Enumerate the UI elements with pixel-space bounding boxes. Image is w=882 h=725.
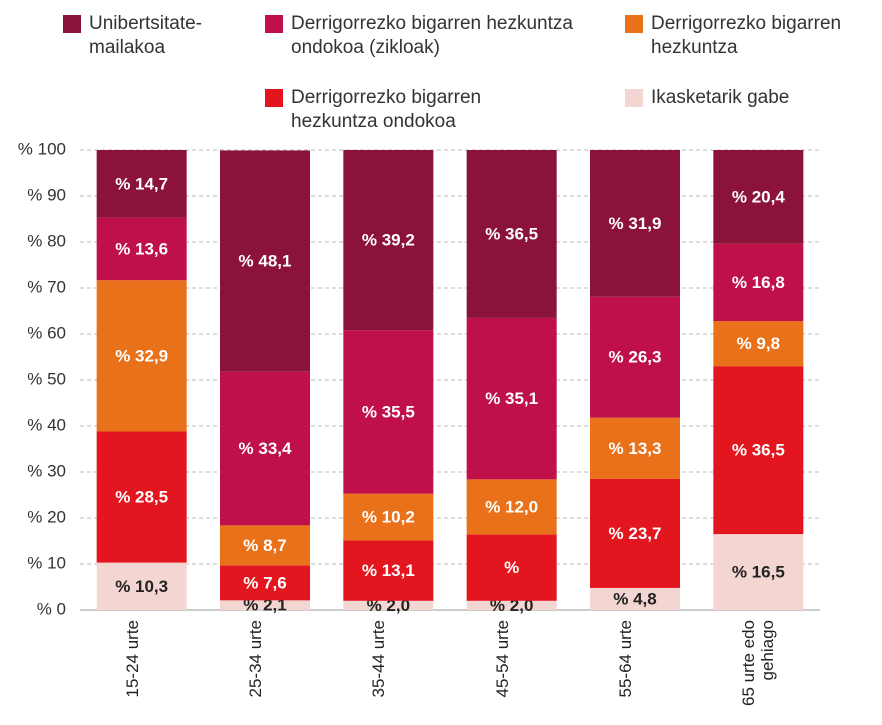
data-label: % 36,5	[732, 441, 785, 460]
y-tick-label: % 20	[27, 507, 66, 526]
data-label: %	[504, 558, 519, 577]
bar-segment	[466, 534, 557, 601]
legend-label: Derrigorrezko bigarren hezkuntza	[651, 13, 842, 58]
data-label: % 14,7	[115, 174, 168, 193]
legend-item: Derrigorrezko bigarren hezkuntza ondokoa	[265, 86, 545, 134]
data-label: % 32,9	[115, 346, 168, 365]
bar-segment	[466, 317, 557, 480]
data-label: % 39,2	[362, 231, 415, 250]
legend-swatch	[625, 89, 643, 107]
bar-segment	[220, 565, 310, 601]
bar-segment	[466, 600, 557, 610]
data-label: % 28,5	[115, 488, 168, 507]
bar-segment	[343, 330, 434, 494]
legend-swatch	[265, 89, 283, 107]
y-tick-label: % 10	[27, 553, 66, 572]
data-label: % 31,9	[609, 214, 662, 233]
legend-label: Unibertsitate-mailakoa	[89, 13, 202, 58]
y-tick-label: % 40	[27, 415, 66, 434]
bar-segment	[220, 150, 310, 372]
x-tick-label: 65 urte edo gehiago	[739, 620, 778, 707]
x-tick-label: 45-54 urte	[492, 620, 512, 698]
bar-segment	[220, 600, 310, 610]
bar-segment	[343, 493, 434, 541]
data-label: % 8,7	[243, 536, 286, 555]
data-label: % 48,1	[239, 252, 292, 271]
legend-label: Derrigorrezko bigarren hezkuntza ondokoa…	[291, 13, 573, 58]
data-label: % 35,1	[485, 389, 538, 408]
data-label: % 10,2	[362, 508, 415, 527]
bar-segment	[590, 587, 680, 610]
legend-item: Derrigorrezko bigarren hezkuntza	[625, 12, 875, 60]
data-label: % 16,5	[732, 563, 785, 582]
legend-item: Derrigorrezko bigarren hezkuntza ondokoa…	[265, 12, 585, 60]
bar-segment	[220, 525, 310, 566]
data-label: % 13,6	[115, 239, 168, 258]
bar-segment	[96, 217, 187, 281]
data-label: % 13,1	[362, 561, 415, 580]
y-tick-label: % 50	[27, 369, 66, 388]
y-tick-label: % 60	[27, 323, 66, 342]
y-tick-label: % 0	[37, 599, 66, 618]
y-tick-label: % 100	[18, 139, 66, 158]
data-label: % 7,6	[243, 573, 286, 592]
bar-segment	[713, 366, 804, 535]
bar-segment	[343, 540, 434, 601]
y-tick-label: % 30	[27, 461, 66, 480]
legend-swatch	[63, 15, 81, 33]
data-label: % 10,3	[115, 577, 168, 596]
bar-segment	[343, 600, 434, 610]
data-label: % 2,1	[243, 596, 286, 615]
legend-swatch	[265, 15, 283, 33]
legend-label: Derrigorrezko bigarren hezkuntza ondokoa	[291, 87, 482, 132]
data-label: % 4,8	[613, 589, 656, 608]
data-label: % 36,5	[485, 224, 538, 243]
y-tick-label: % 70	[27, 277, 66, 296]
bar-segment	[466, 479, 557, 535]
legend-swatch	[625, 15, 643, 33]
data-label: % 13,3	[609, 439, 662, 458]
bar-segment	[713, 243, 804, 322]
legend-item: Ikasketarik gabe	[625, 86, 875, 110]
bar-segment	[96, 280, 187, 432]
x-tick-label: 55-64 urte	[616, 620, 635, 698]
data-label: % 16,8	[732, 273, 785, 292]
x-tick-label: 25-34 urte	[246, 620, 265, 698]
bar-segment	[96, 431, 187, 563]
x-tick-label: 15-24 urte	[122, 620, 142, 698]
y-tick-label: % 90	[27, 185, 66, 204]
bar-segment	[343, 150, 434, 331]
bar-segment	[96, 150, 187, 218]
bar-segment	[220, 371, 310, 526]
x-tick-label: 35-44 urte	[369, 620, 389, 698]
legend-item: Unibertsitate-mailakoa	[63, 12, 213, 60]
data-label: % 33,4	[239, 439, 292, 458]
data-label: % 12,0	[485, 497, 538, 516]
data-label: % 26,3	[609, 348, 662, 367]
y-tick-label: % 80	[27, 231, 66, 250]
bar-segment	[590, 417, 680, 479]
bar-segment	[590, 150, 680, 297]
legend-label: Ikasketarik gabe	[651, 87, 790, 108]
bar-segment	[590, 478, 680, 588]
bar-segment	[96, 562, 187, 610]
data-label: % 23,7	[609, 524, 662, 543]
bar-segment	[713, 534, 804, 610]
bar-segment	[590, 296, 680, 418]
data-label: % 9,8	[737, 334, 780, 353]
bar-segment	[713, 321, 804, 367]
data-label: % 20,4	[732, 187, 785, 206]
data-label: % 35,5	[362, 402, 415, 421]
bar-segment	[466, 150, 557, 318]
bar-segment	[713, 150, 804, 244]
